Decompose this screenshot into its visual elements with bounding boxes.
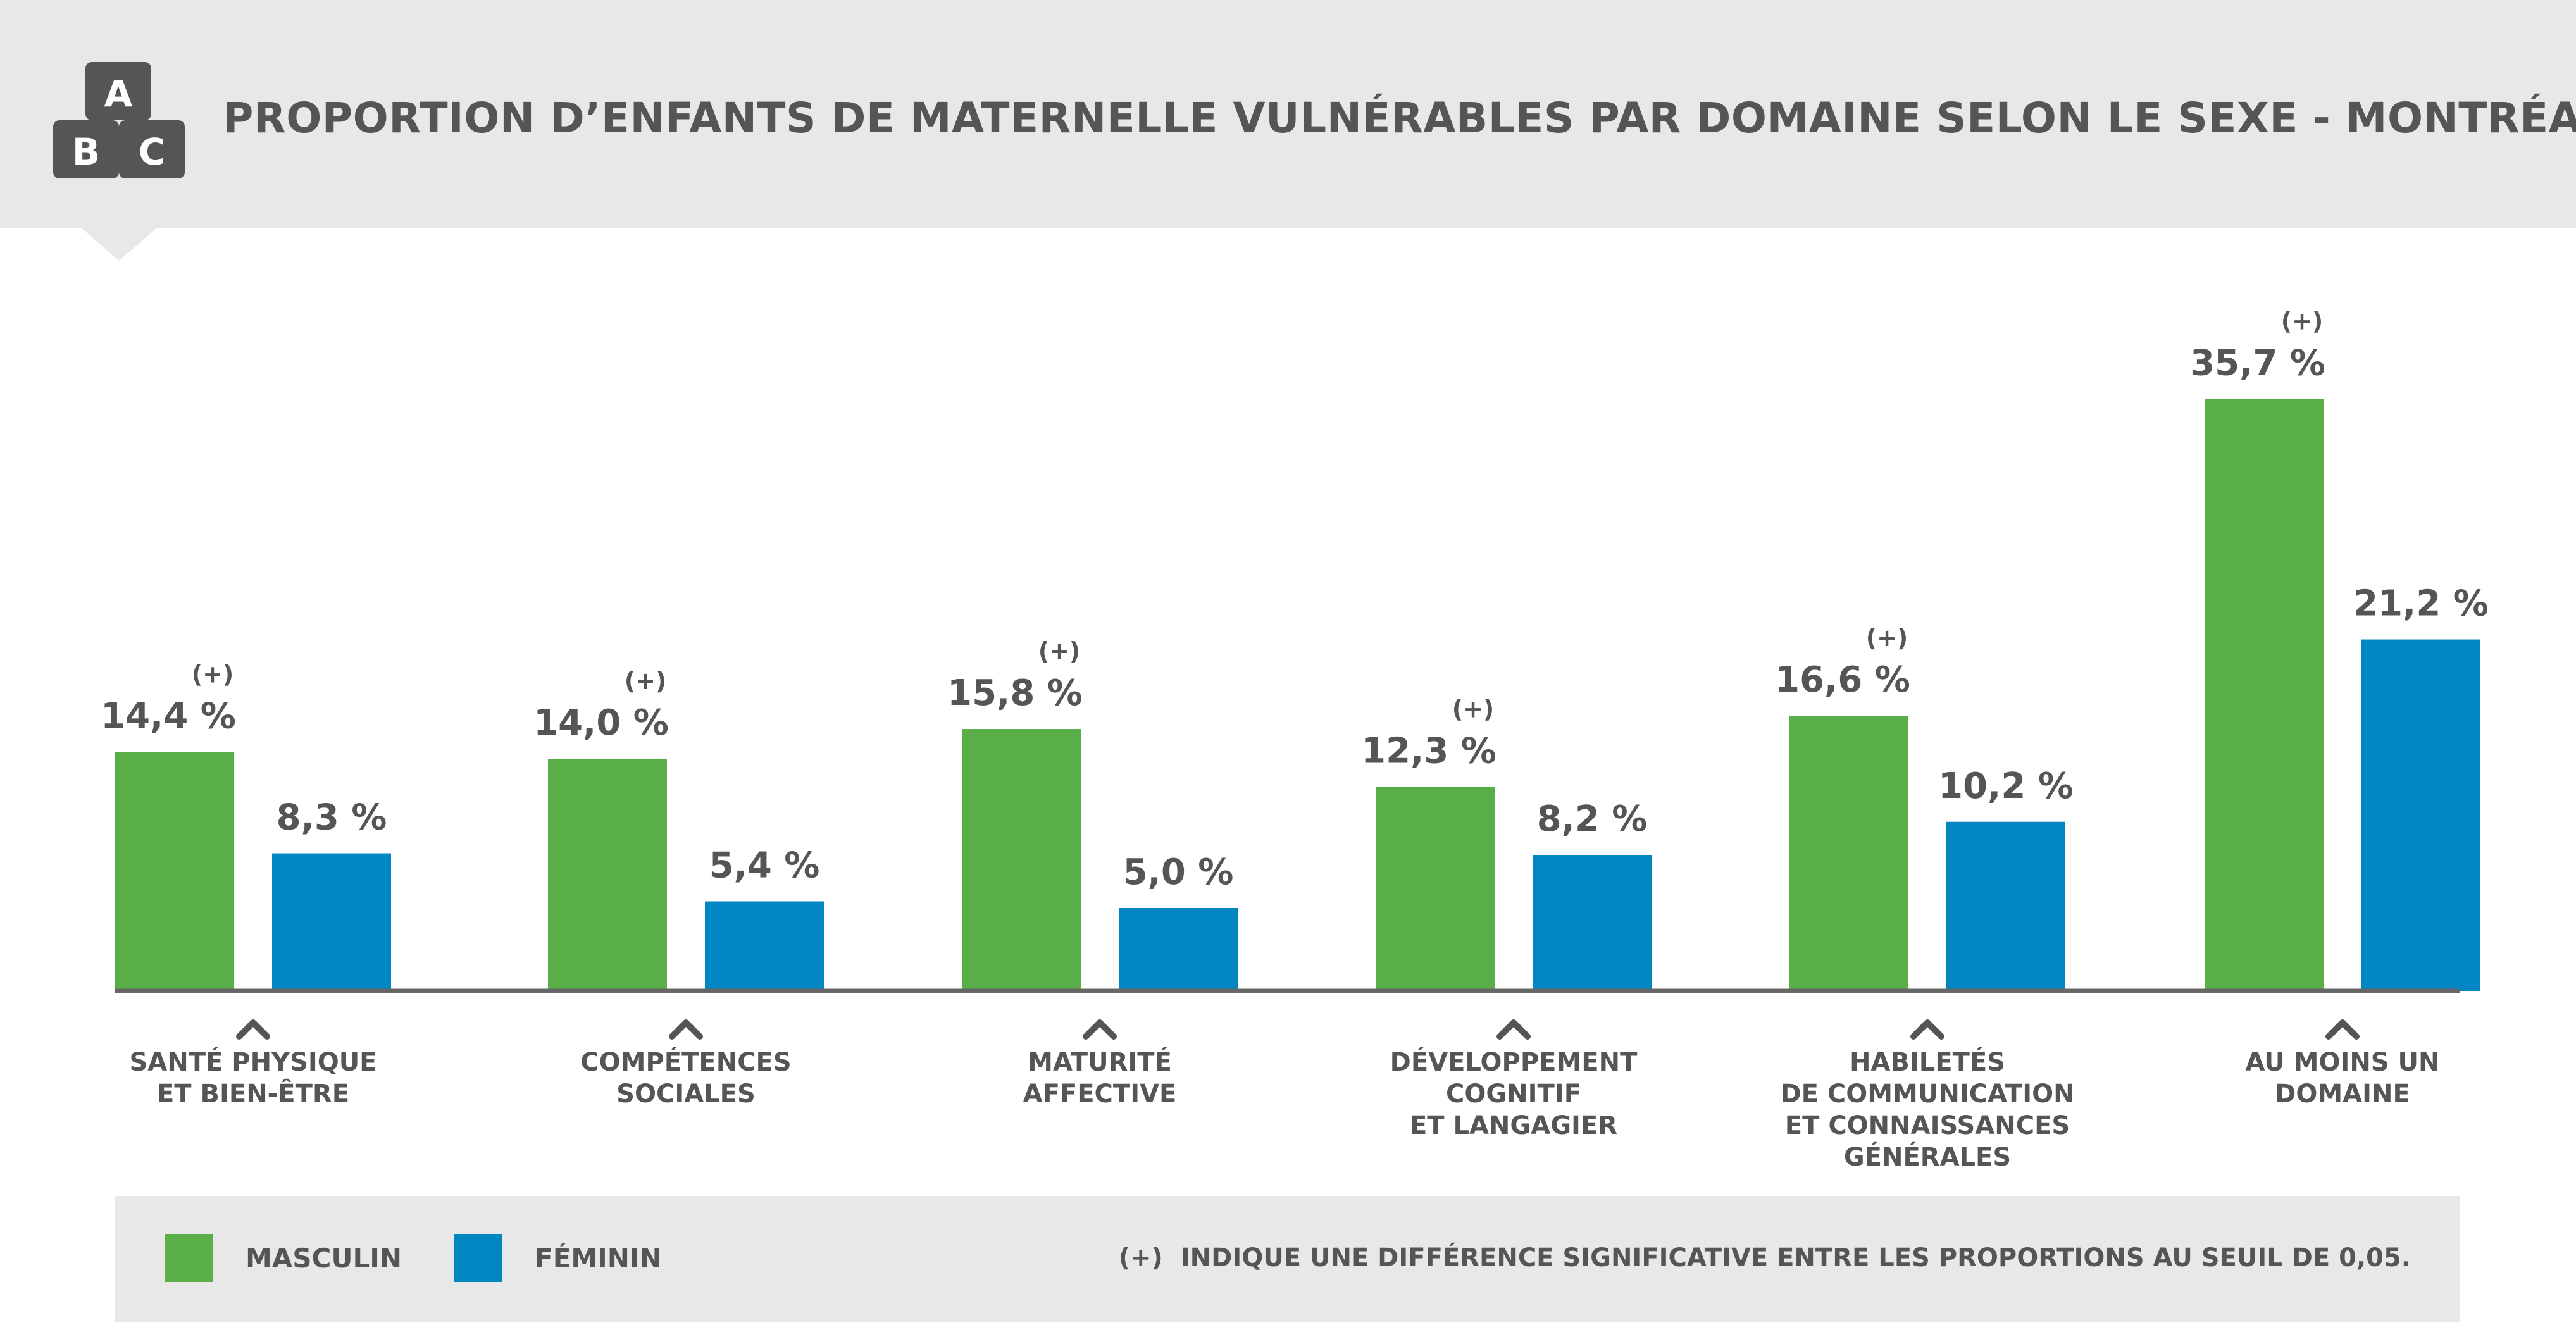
- legend-item-feminin: FÉMININ: [454, 1234, 662, 1282]
- data-label-feminin-1: 8,3 %: [277, 797, 387, 838]
- bar-feminin-3: [1119, 908, 1238, 991]
- significance-note: (+) INDIQUE UNE DIFFÉRENCE SIGNIFICATIVE …: [1119, 1243, 2411, 1272]
- data-label-masculin-3: 15,8 %: [947, 673, 1083, 714]
- data-label-masculin-4: 12,3 %: [1361, 731, 1496, 772]
- category-label-1-line-1: SANTÉ PHYSIQUE: [129, 1047, 376, 1077]
- block-b: [53, 120, 119, 178]
- data-label-masculin-2: 14,0 %: [533, 702, 669, 743]
- caret-up-icon: [236, 1019, 270, 1040]
- header-band: [0, 0, 2576, 228]
- significance-marker-2: (+): [625, 667, 667, 695]
- category-label-1-line-2: ET BIEN-ÊTRE: [157, 1078, 349, 1109]
- legend-label-feminin: FÉMININ: [535, 1242, 662, 1274]
- category-label-2-line-1: COMPÉTENCES: [580, 1047, 791, 1077]
- category-label-2-line-2: SOCIALES: [616, 1079, 756, 1109]
- bar-masculin-3: [962, 729, 1081, 991]
- data-label-feminin-2: 5,4 %: [709, 845, 820, 886]
- bar-masculin-1: [115, 752, 234, 991]
- bar-masculin-6: [2205, 399, 2324, 991]
- caret-up-icon: [669, 1019, 703, 1040]
- block-c: [119, 120, 185, 178]
- legend-label-masculin: MASCULIN: [246, 1242, 402, 1274]
- chart-title: PROPORTION D’ENFANTS DE MATERNELLE VULNÉ…: [223, 94, 2576, 142]
- bar-feminin-4: [1533, 855, 1652, 991]
- category-label-6-line-1: AU MOINS UN: [2246, 1048, 2440, 1077]
- legend-swatch-masculin: [165, 1234, 213, 1282]
- block-b-letter: B: [72, 130, 100, 173]
- category-label-3-line-2: AFFECTIVE: [1023, 1079, 1177, 1109]
- category-label-5-line-2: DE COMMUNICATION: [1780, 1079, 2074, 1109]
- bar-masculin-4: [1376, 787, 1495, 991]
- category-label-6-line-2: DOMAINE: [2275, 1079, 2410, 1109]
- caret-up-icon: [1083, 1019, 1117, 1040]
- block-c-letter: C: [139, 130, 166, 173]
- category-label-5-line-3: ET CONNAISSANCES: [1785, 1111, 2070, 1140]
- caret-up-icon: [1910, 1019, 1944, 1040]
- data-label-feminin-6: 21,2 %: [2353, 583, 2489, 625]
- block-a: [85, 62, 151, 120]
- data-label-feminin-4: 8,2 %: [1537, 799, 1648, 840]
- data-label-masculin-5: 16,6 %: [1775, 659, 1910, 700]
- caret-up-icon: [1496, 1019, 1531, 1040]
- significance-marker-1: (+): [192, 661, 234, 688]
- bar-masculin-5: [1789, 716, 1908, 991]
- significance-note-text: INDIQUE UNE DIFFÉRENCE SIGNIFICATIVE ENT…: [1180, 1243, 2411, 1272]
- legend-swatch-feminin: [454, 1234, 502, 1282]
- significance-marker-4: (+): [1452, 695, 1495, 723]
- data-label-feminin-3: 5,0 %: [1123, 852, 1234, 893]
- category-label-4-line-3: ET LANGAGIER: [1410, 1111, 1617, 1140]
- data-label-masculin-6: 35,7 %: [2190, 343, 2325, 384]
- data-label-feminin-5: 10,2 %: [1938, 766, 2074, 807]
- significance-note-marker: (+): [1118, 1243, 1163, 1272]
- category-label-4-line-1: DÉVELOPPEMENT: [1390, 1047, 1638, 1077]
- legend-item-masculin: MASCULIN: [165, 1234, 402, 1282]
- abc-blocks-icon: A B C: [53, 62, 185, 178]
- bar-feminin-1: [272, 853, 391, 991]
- block-a-letter: A: [104, 72, 133, 115]
- significance-marker-5: (+): [1866, 624, 1908, 652]
- bar-feminin-5: [1946, 821, 2065, 991]
- significance-marker-6: (+): [2281, 308, 2324, 335]
- category-label-3-line-1: MATURITÉ: [1028, 1047, 1172, 1077]
- caret-up-icon: [2325, 1019, 2360, 1040]
- category-label-5-line-4: GÉNÉRALES: [1844, 1141, 2011, 1172]
- category-label-4-line-2: COGNITIF: [1446, 1079, 1581, 1109]
- bar-masculin-2: [548, 759, 667, 991]
- bar-feminin-6: [2361, 639, 2480, 991]
- header-pointer: [81, 228, 157, 261]
- category-label-5-line-1: HABILETÉS: [1850, 1047, 2005, 1077]
- data-label-masculin-1: 14,4 %: [101, 696, 236, 737]
- legend-band: MASCULIN FÉMININ (+) INDIQUE UNE DIFFÉREN…: [115, 1196, 2460, 1322]
- significance-marker-3: (+): [1038, 637, 1081, 665]
- bar-feminin-2: [705, 901, 824, 991]
